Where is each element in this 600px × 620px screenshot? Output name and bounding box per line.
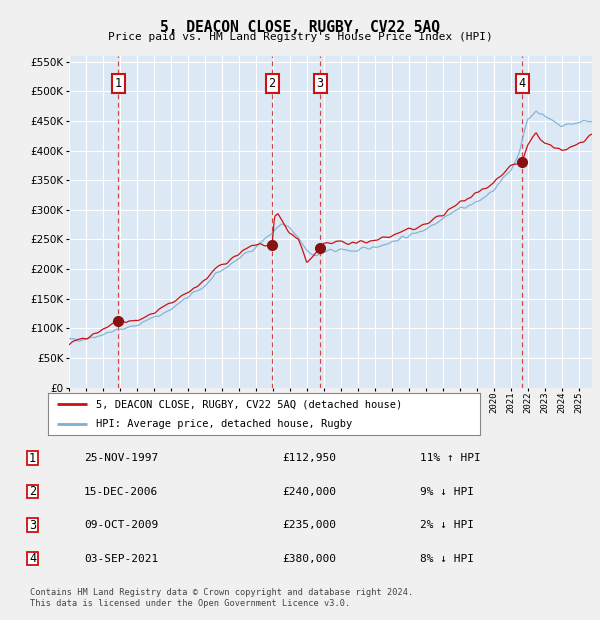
Text: 25-NOV-1997: 25-NOV-1997	[84, 453, 158, 463]
Text: £240,000: £240,000	[282, 487, 336, 497]
Text: 2% ↓ HPI: 2% ↓ HPI	[420, 520, 474, 530]
Text: Price paid vs. HM Land Registry's House Price Index (HPI): Price paid vs. HM Land Registry's House …	[107, 32, 493, 42]
Text: 2: 2	[269, 77, 276, 90]
Text: 09-OCT-2009: 09-OCT-2009	[84, 520, 158, 530]
Text: 03-SEP-2021: 03-SEP-2021	[84, 554, 158, 564]
Text: £380,000: £380,000	[282, 554, 336, 564]
Text: 5, DEACON CLOSE, RUGBY, CV22 5AQ (detached house): 5, DEACON CLOSE, RUGBY, CV22 5AQ (detach…	[95, 399, 402, 409]
Text: 1: 1	[29, 452, 36, 464]
Text: 5, DEACON CLOSE, RUGBY, CV22 5AQ: 5, DEACON CLOSE, RUGBY, CV22 5AQ	[160, 20, 440, 35]
Text: £112,950: £112,950	[282, 453, 336, 463]
Text: £235,000: £235,000	[282, 520, 336, 530]
Text: 4: 4	[518, 77, 526, 90]
Text: HPI: Average price, detached house, Rugby: HPI: Average price, detached house, Rugb…	[95, 419, 352, 429]
Text: 3: 3	[317, 77, 323, 90]
Text: 8% ↓ HPI: 8% ↓ HPI	[420, 554, 474, 564]
Text: This data is licensed under the Open Government Licence v3.0.: This data is licensed under the Open Gov…	[30, 599, 350, 608]
Text: 11% ↑ HPI: 11% ↑ HPI	[420, 453, 481, 463]
Text: 4: 4	[29, 552, 36, 565]
Text: 9% ↓ HPI: 9% ↓ HPI	[420, 487, 474, 497]
Text: 3: 3	[29, 519, 36, 531]
Text: 15-DEC-2006: 15-DEC-2006	[84, 487, 158, 497]
Text: Contains HM Land Registry data © Crown copyright and database right 2024.: Contains HM Land Registry data © Crown c…	[30, 588, 413, 597]
Text: 2: 2	[29, 485, 36, 498]
Text: 1: 1	[115, 77, 122, 90]
